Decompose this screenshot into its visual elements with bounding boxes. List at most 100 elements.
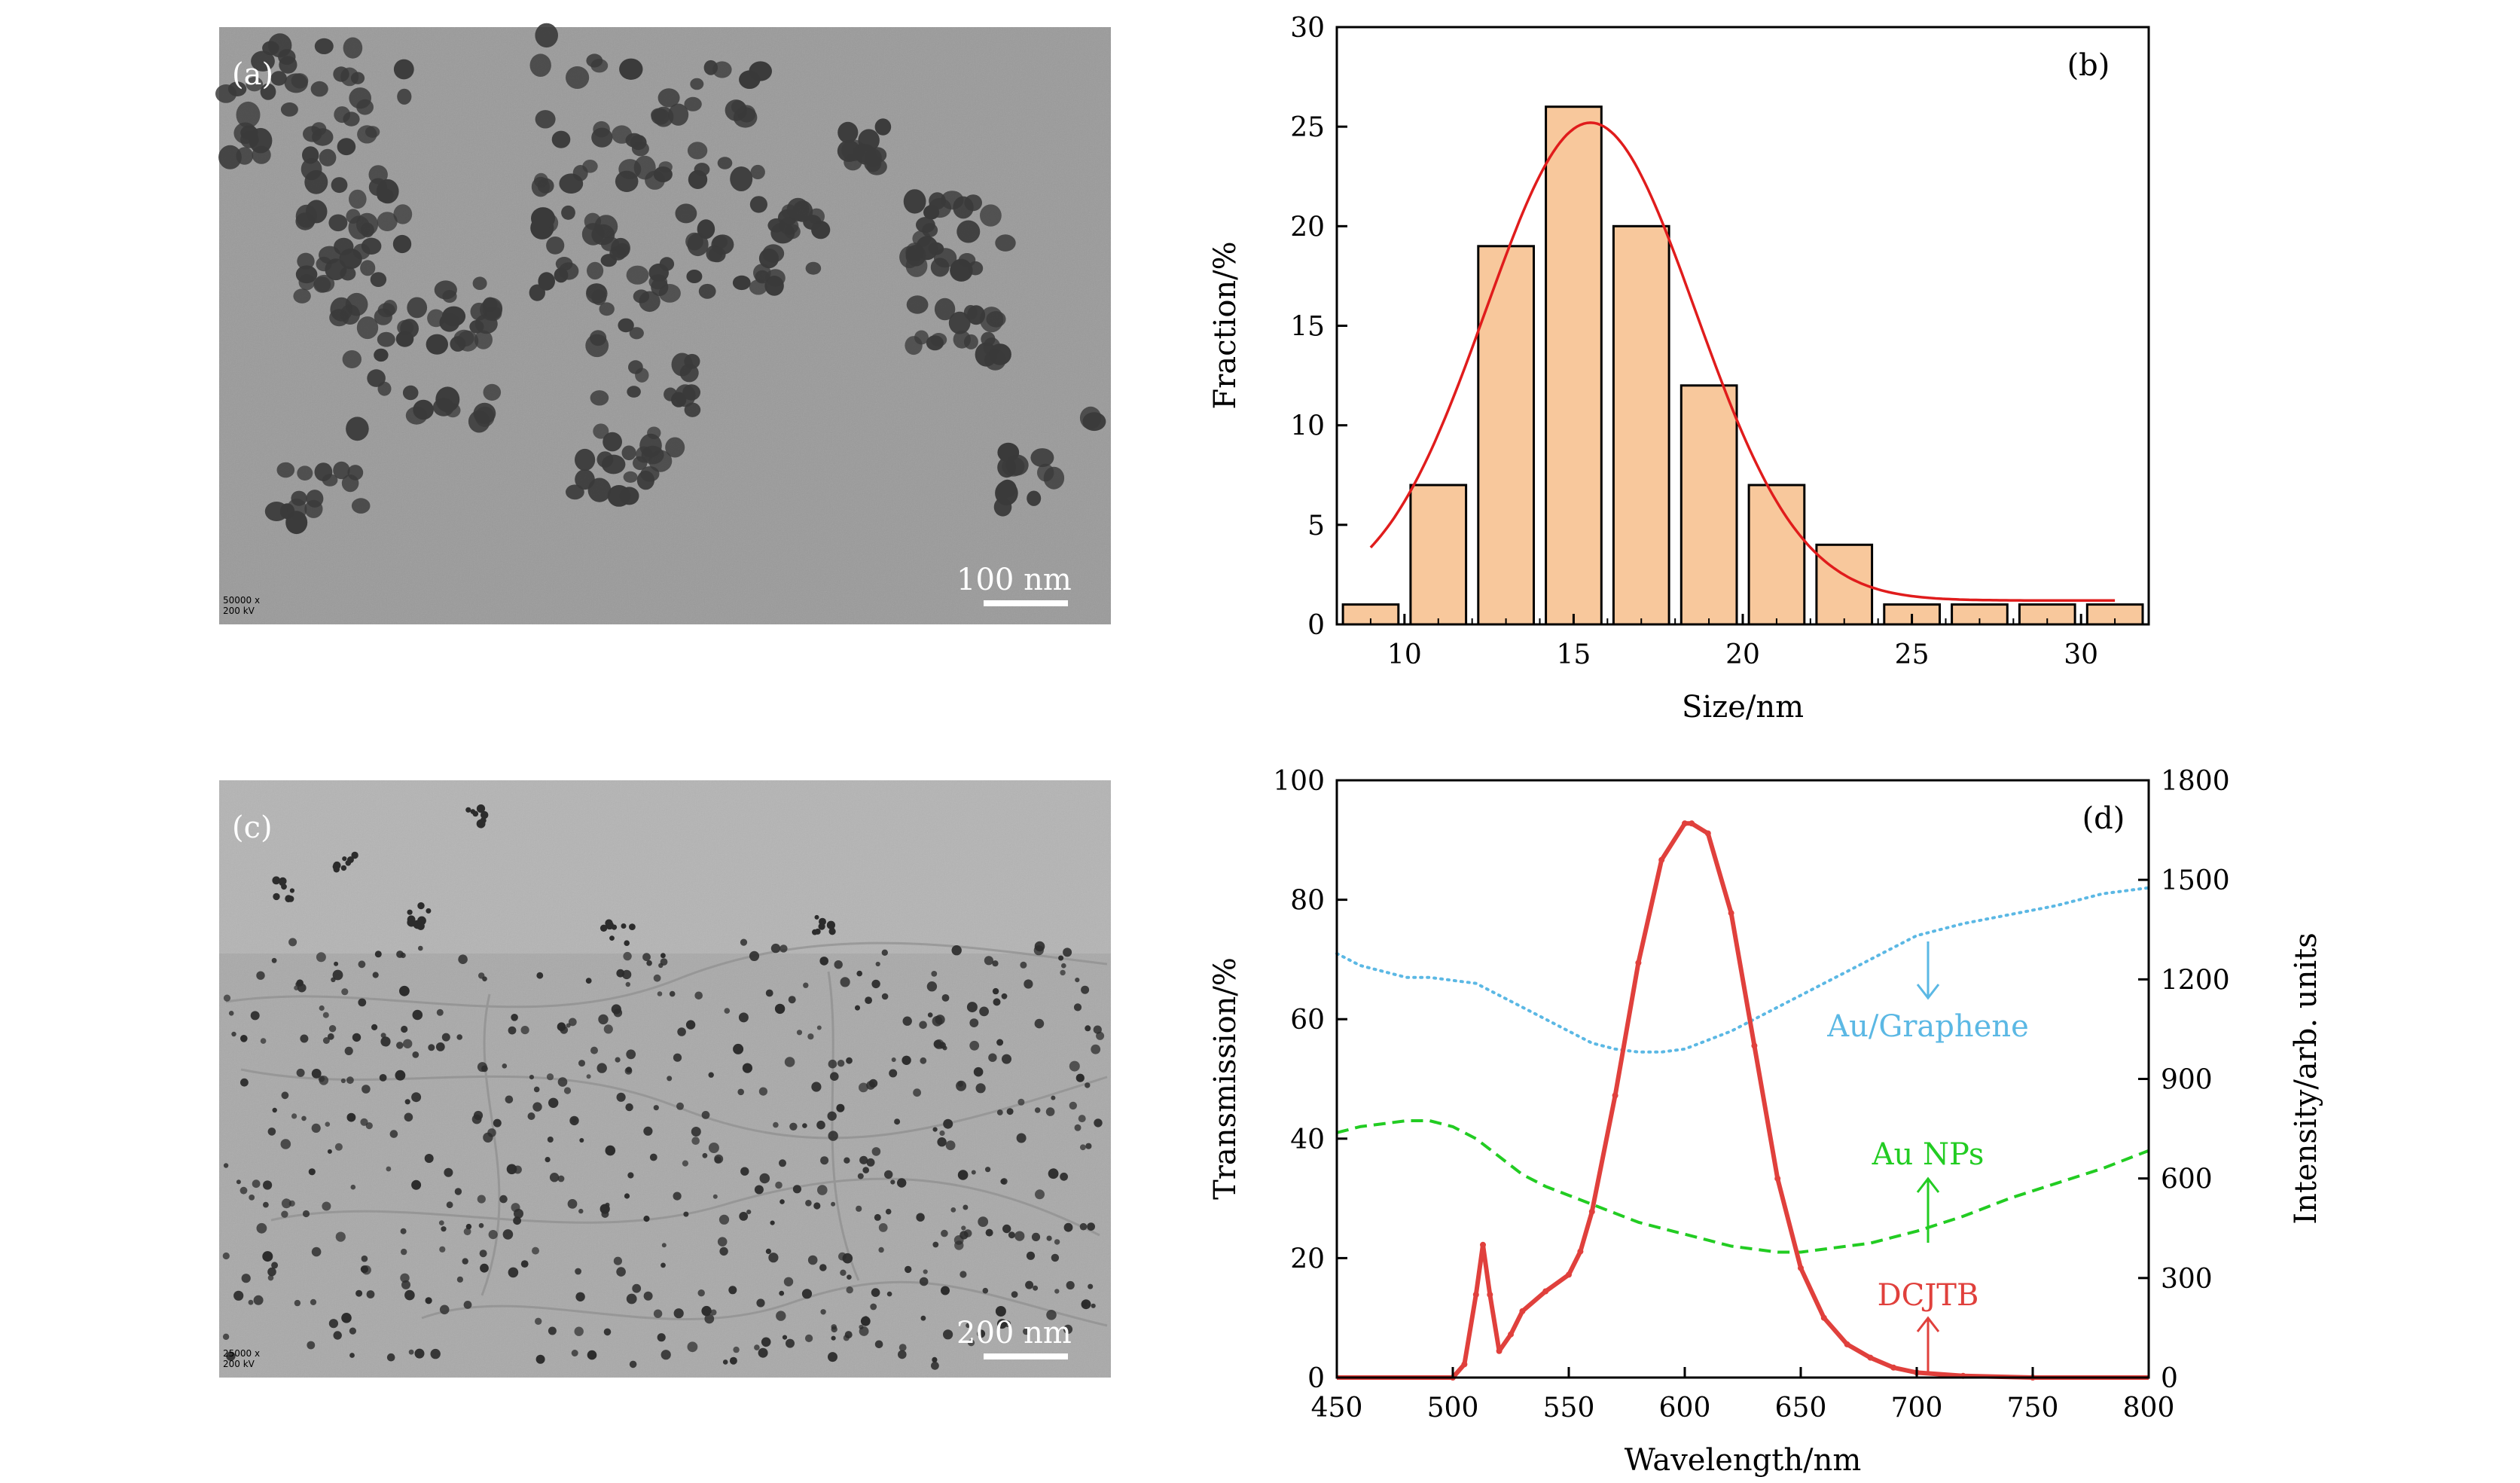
nanoparticle-dot — [545, 1157, 551, 1163]
nanoparticle-dot — [789, 1122, 798, 1131]
nanoparticle — [922, 223, 938, 237]
nanoparticle-dot — [533, 1086, 540, 1093]
nanoparticle-dot — [932, 1127, 938, 1132]
nanoparticle — [950, 258, 972, 281]
nanoparticle-dot — [301, 1115, 307, 1121]
nanoparticle-dot — [779, 1290, 785, 1296]
nanoparticle — [304, 499, 323, 518]
nanoparticle-dot — [389, 1130, 398, 1138]
series-marker-dcjtb — [1635, 960, 1642, 966]
y-tick-label-d: 80 — [1290, 886, 1325, 917]
nanoparticle-dot — [894, 1118, 901, 1125]
nanoparticle-dot — [889, 1069, 898, 1078]
nanoparticle-dot — [239, 1186, 248, 1195]
nanoparticle — [402, 385, 419, 401]
nanoparticle-dot — [714, 1154, 724, 1164]
nanoparticle — [535, 23, 558, 48]
nanoparticle — [587, 261, 604, 280]
nanoparticle-dot — [404, 1112, 413, 1122]
nanoparticle-dot — [828, 1059, 837, 1069]
nanoparticle-dot — [836, 1103, 845, 1112]
nanoparticle-dot — [590, 1046, 598, 1054]
nanoparticle-dot — [871, 979, 880, 989]
nanoparticle-dot — [719, 1247, 728, 1256]
nanoparticle — [593, 121, 610, 138]
histogram-bar — [1477, 245, 1536, 626]
nanoparticle-dot — [629, 1360, 637, 1369]
nanoparticle-dot — [481, 810, 489, 819]
nanoparticle-dot — [267, 1267, 276, 1277]
nanoparticle-dot — [624, 1067, 633, 1075]
nanoparticle-dot — [296, 979, 304, 987]
nanoparticle-dot — [761, 1337, 771, 1347]
nanoparticle-dot — [945, 1140, 956, 1151]
nanoparticle-dot — [627, 1172, 634, 1179]
nanoparticle-dot — [603, 1024, 613, 1034]
nanoparticle — [295, 265, 318, 284]
nanoparticle-dot — [569, 1115, 579, 1126]
x-tick-label-b: 30 — [2064, 639, 2098, 670]
nanoparticle — [684, 96, 702, 111]
series-line-au-nps — [1336, 1119, 2149, 1254]
nanoparticle — [923, 205, 940, 220]
nanoparticle — [349, 189, 367, 209]
nanoparticle-dot — [702, 1152, 708, 1158]
scale-bar-label-c: 200 nm — [956, 1316, 1072, 1350]
nanoparticle — [657, 88, 680, 108]
nanoparticle — [357, 125, 377, 144]
gaussian-fit-line — [1369, 121, 2116, 603]
nanoparticle-dot — [694, 991, 703, 1000]
nanoparticle-dot — [759, 1173, 770, 1184]
series-marker-dcjtb — [1689, 820, 1695, 827]
nanoparticle-dot — [532, 1102, 542, 1112]
nanoparticle — [717, 157, 733, 169]
nanoparticle — [708, 246, 726, 263]
nanoparticle-dot — [263, 1201, 269, 1208]
nanoparticle-dot — [1079, 1222, 1088, 1231]
nanoparticle-dot — [411, 1092, 422, 1103]
nanoparticle — [675, 384, 696, 407]
nanoparticle-dot — [788, 996, 796, 1004]
nanoparticle-dot — [805, 1200, 812, 1207]
y-tick-label-b: 30 — [1290, 13, 1325, 44]
nanoparticle — [529, 53, 551, 77]
nanoparticle-dot — [626, 1293, 637, 1304]
x-tick-label-d: 700 — [1891, 1393, 1943, 1423]
nanoparticle-dot — [511, 1203, 520, 1213]
nanoparticle-dot — [1060, 969, 1066, 976]
nanoparticle-dot — [979, 1006, 989, 1017]
nanoparticle-dot — [346, 1112, 356, 1122]
nanoparticle — [686, 270, 703, 283]
nanoparticle — [603, 432, 622, 452]
nanoparticle-dot — [828, 1131, 838, 1141]
nanoparticle-dot — [819, 917, 826, 926]
nanoparticle — [537, 178, 554, 194]
nanoparticle-dot — [446, 1201, 453, 1209]
nanoparticle — [474, 330, 493, 349]
nanoparticle-dot — [349, 1353, 355, 1358]
nanoparticle-dot — [435, 1042, 445, 1051]
panel-label-a: (a) — [232, 57, 273, 92]
panel-label-c: (c) — [232, 810, 273, 845]
nanoparticle-dot — [856, 1205, 862, 1212]
nanoparticle-dot — [482, 976, 487, 981]
nanoparticle — [356, 316, 379, 340]
nanoparticle-dot — [327, 1149, 332, 1154]
nanoparticle — [1037, 463, 1054, 482]
y2-tick-label-d: 600 — [2161, 1164, 2213, 1195]
nanoparticle-dot — [733, 1043, 744, 1054]
y-axis-title-b: Fraction/% — [1208, 241, 1243, 409]
nanoparticle — [551, 130, 571, 148]
nanoparticle-dot — [416, 922, 425, 931]
nanoparticle-dot — [831, 1335, 836, 1341]
nanoparticle-dot — [334, 961, 339, 966]
nanoparticle-dot — [480, 1263, 489, 1273]
nanoparticle-dot — [931, 1361, 939, 1370]
nanoparticle — [575, 448, 596, 471]
nanoparticle — [697, 219, 715, 240]
nanoparticle — [805, 261, 822, 275]
nanoparticle-dot — [920, 1057, 927, 1064]
nanoparticle — [980, 204, 1002, 227]
nanoparticle-dot — [1016, 1133, 1027, 1143]
nanoparticle — [749, 61, 772, 81]
